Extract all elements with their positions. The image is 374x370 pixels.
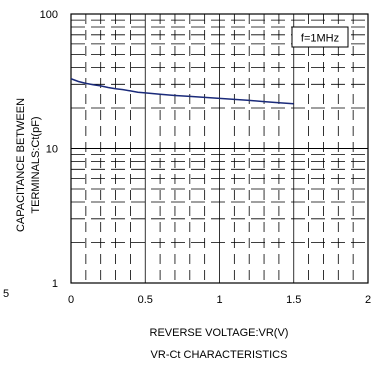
plot-frame	[70, 13, 369, 284]
x-tick-label: 2	[365, 294, 371, 306]
y-tick-label: 1	[52, 278, 58, 290]
y-axis-title-line-2: TERMINALS:Ct(pF)	[30, 116, 42, 213]
chart-title: VR-Ct CHARACTERISTICS	[151, 349, 288, 361]
x-tick-label: 0.5	[138, 294, 153, 306]
y-tick-label: 100	[40, 9, 58, 21]
tick-label-layer: 0 0.5 1 1.5 2 1 10 100	[40, 9, 371, 306]
frame-layer	[70, 13, 369, 284]
grid-layer	[71, 14, 368, 283]
y-tick-label: 10	[46, 144, 58, 156]
x-tick-label: 0	[68, 294, 74, 306]
annotation-box	[291, 26, 349, 48]
y-axis-title-line-1: CAPACITANCE BETWEEN	[15, 98, 27, 232]
stray-left-label: 5	[3, 288, 9, 300]
x-tick-label: 1	[216, 294, 222, 306]
x-tick-label: 1.5	[286, 294, 301, 306]
series-line-ct	[70, 78, 294, 105]
x-axis-title: REVERSE VOLTAGE:VR(V)	[150, 327, 289, 339]
series-layer	[70, 78, 294, 105]
annotation-text: f=1MHz	[301, 33, 339, 45]
